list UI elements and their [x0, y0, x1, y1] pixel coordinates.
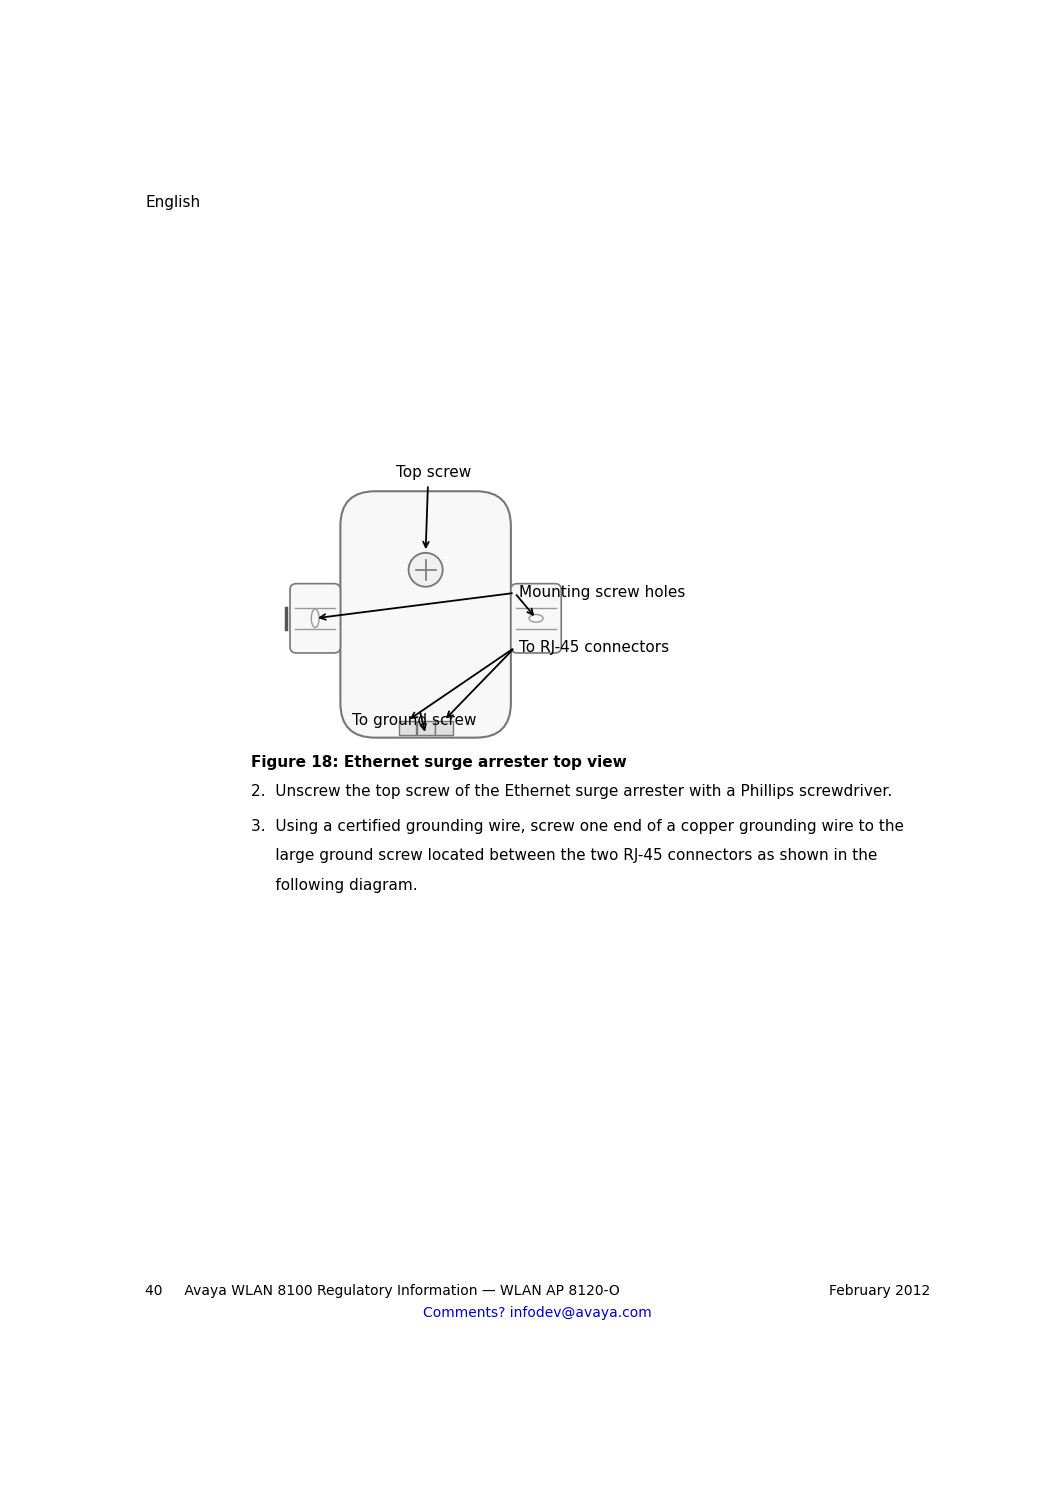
Text: Comments? infodev@avaya.com: Comments? infodev@avaya.com [423, 1305, 652, 1320]
Bar [416, 721, 434, 734]
Text: English: English [145, 194, 200, 209]
Bar [435, 721, 453, 734]
Circle shape [408, 553, 443, 586]
Text: To RJ-45 connectors: To RJ-45 connectors [518, 640, 669, 655]
Text: February 2012: February 2012 [829, 1284, 930, 1298]
FancyBboxPatch shape [511, 583, 561, 653]
Text: Mounting screw holes: Mounting screw holes [518, 586, 685, 601]
Text: 40     Avaya WLAN 8100 Regulatory Information — WLAN AP 8120-O: 40 Avaya WLAN 8100 Regulatory Informatio… [145, 1284, 620, 1298]
Ellipse shape [529, 614, 543, 622]
Text: large ground screw located between the two RJ-45 connectors as shown in the: large ground screw located between the t… [252, 848, 878, 863]
FancyBboxPatch shape [340, 492, 511, 737]
Ellipse shape [312, 608, 319, 628]
Text: 2.  Unscrew the top screw of the Ethernet surge arrester with a Phillips screwdr: 2. Unscrew the top screw of the Ethernet… [252, 783, 893, 798]
Bar [399, 721, 416, 734]
Text: 3.  Using a certified grounding wire, screw one end of a copper grounding wire t: 3. Using a certified grounding wire, scr… [252, 818, 904, 834]
Text: To ground screw: To ground screw [351, 713, 476, 728]
Text: Top screw: Top screw [397, 465, 471, 480]
Text: Figure 18: Ethernet surge arrester top view: Figure 18: Ethernet surge arrester top v… [252, 755, 627, 770]
FancyBboxPatch shape [290, 583, 340, 653]
Text: following diagram.: following diagram. [252, 878, 418, 893]
